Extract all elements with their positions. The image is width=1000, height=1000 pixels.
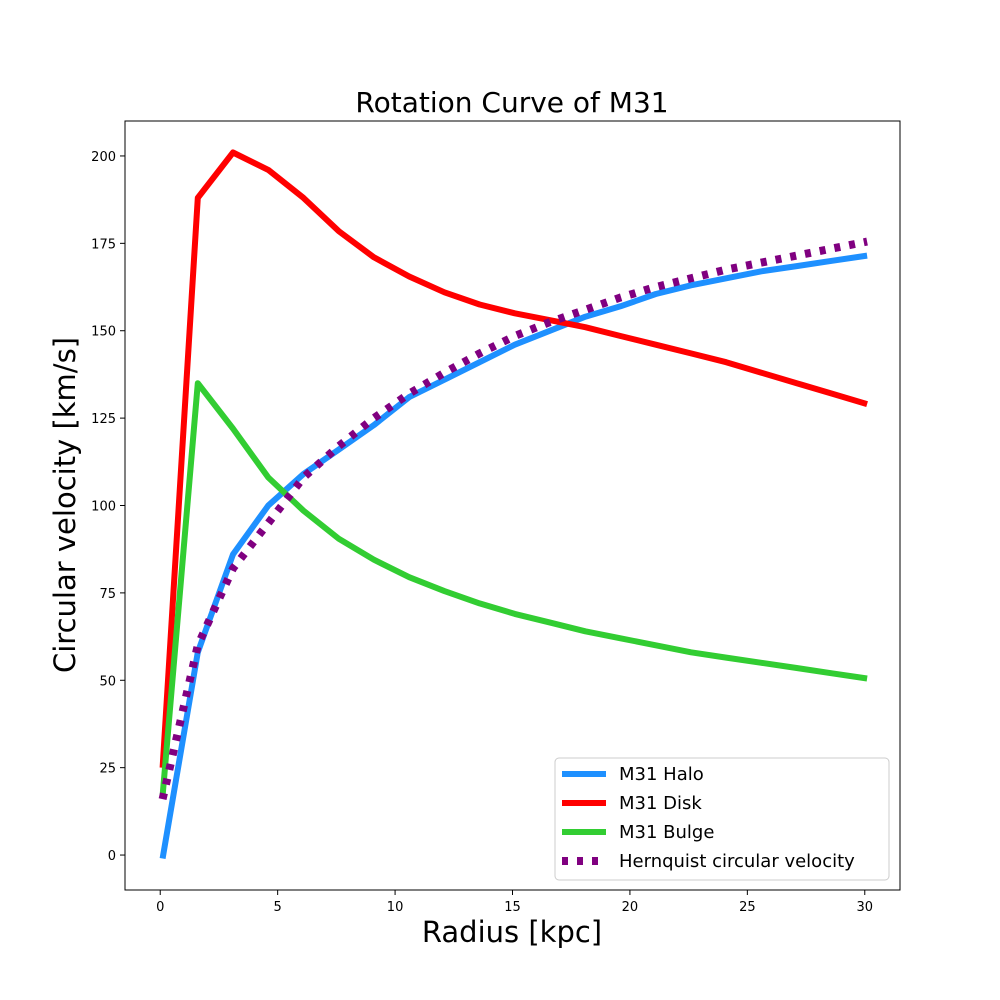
y-tick-label: 125: [91, 412, 116, 427]
y-tick-label: 0: [108, 849, 116, 864]
y-tick-label: 50: [99, 674, 116, 689]
x-tick-label: 30: [856, 900, 873, 915]
series-line-m31-bulge: [159, 380, 868, 796]
y-axis-label: Circular velocity [km/s]: [48, 337, 82, 673]
series-line-m31-disk: [159, 149, 868, 768]
y-tick-label: 175: [91, 237, 116, 252]
x-tick-label: 10: [387, 900, 404, 915]
y-axis-ticks: 0 25 50 75 100 125 150 175 200: [91, 150, 125, 864]
x-tick-label: 20: [622, 900, 639, 915]
y-tick-label: 150: [91, 325, 116, 340]
legend: M31 Halo M31 Disk M31 Bulge Hernquist circu…: [554, 757, 890, 881]
y-tick-label: 200: [91, 150, 116, 165]
series-line-m31-halo: [159, 252, 868, 860]
legend-label: M31 Disk: [619, 793, 702, 814]
x-tick-label: 0: [156, 900, 164, 915]
x-axis-ticks: 0 5 10 15 20 25 30: [156, 890, 873, 915]
legend-label: M31 Halo: [619, 764, 704, 785]
y-tick-label: 25: [99, 762, 116, 777]
legend-label: Hernquist circular velocity: [619, 851, 855, 872]
legend-label: M31 Bulge: [619, 822, 714, 843]
chart-title: Rotation Curve of M31: [355, 86, 668, 119]
x-axis-label: Radius [kpc]: [422, 915, 602, 949]
plot-lines: [158, 149, 868, 860]
legend-box: [554, 757, 890, 881]
x-tick-label: 25: [739, 900, 756, 915]
series-line-hernquist-circular-velocity: [158, 237, 868, 800]
y-tick-label: 75: [99, 587, 116, 602]
x-tick-label: 15: [504, 900, 521, 915]
x-tick-label: 5: [274, 900, 282, 915]
y-tick-label: 100: [91, 500, 116, 515]
